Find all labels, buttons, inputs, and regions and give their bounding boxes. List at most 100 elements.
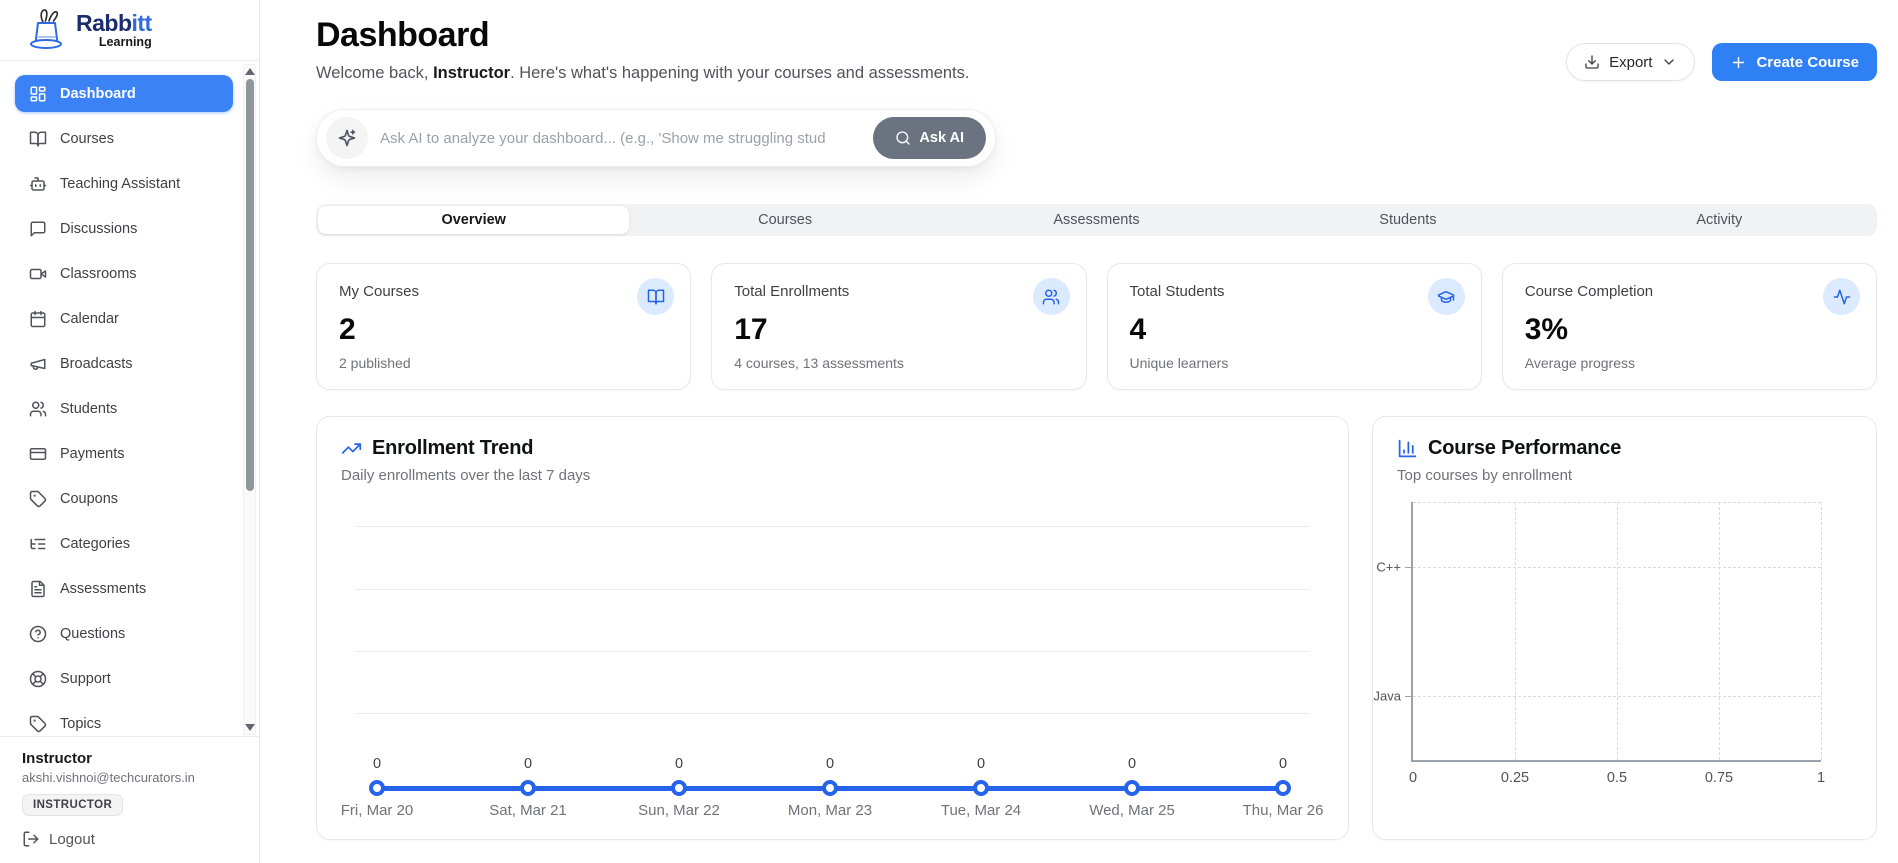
gridline-horizontal bbox=[1413, 502, 1821, 503]
gridline bbox=[355, 651, 1310, 652]
export-button[interactable]: Export bbox=[1566, 43, 1696, 81]
tab-courses[interactable]: Courses bbox=[629, 206, 940, 234]
brand-tagline: Learning bbox=[98, 35, 152, 50]
sidebar-item-coupons[interactable]: Coupons bbox=[15, 480, 233, 517]
trend-point-value: 0 bbox=[372, 756, 382, 772]
trend-x-label: Fri, Mar 20 bbox=[340, 802, 414, 819]
course-performance-header: Course Performance bbox=[1397, 437, 1852, 460]
trend-x-label: Mon, Mar 23 bbox=[787, 802, 873, 819]
enrollment-trend-plot: 0 Fri, Mar 20 0 Sat, Mar 21 0 Sun, Mar 22 0 Mon… bbox=[341, 494, 1324, 819]
trend-point-value: 0 bbox=[1278, 756, 1288, 772]
page-header-text: Dashboard Welcome back, Instructor. Here… bbox=[316, 16, 969, 83]
users-icon bbox=[1042, 289, 1060, 304]
tab-label: Overview bbox=[441, 212, 506, 228]
help-circle-icon bbox=[29, 625, 47, 642]
trend-x-label: Sat, Mar 21 bbox=[489, 802, 567, 819]
stat-subtitle: Average progress bbox=[1524, 355, 1635, 371]
sidebar-item-assessments[interactable]: Assessments bbox=[15, 570, 233, 607]
trend-point[interactable] bbox=[1124, 779, 1140, 796]
book-open-icon bbox=[647, 289, 664, 304]
trend-x-label: Tue, Mar 24 bbox=[940, 802, 1022, 819]
download-icon bbox=[1585, 55, 1599, 69]
welcome-suffix: . Here's what's happening with your cour… bbox=[510, 64, 970, 82]
stat-icon-circle bbox=[637, 278, 675, 315]
welcome-name: Instructor bbox=[433, 64, 511, 82]
logout-button[interactable]: Logout bbox=[22, 830, 239, 848]
search-icon bbox=[896, 131, 911, 145]
sidebar-item-dashboard[interactable]: Dashboard bbox=[15, 75, 233, 113]
tab-activity[interactable]: Activity bbox=[1564, 206, 1875, 234]
tab-students[interactable]: Students bbox=[1252, 206, 1563, 234]
sidebar-item-label: Topics bbox=[60, 715, 102, 732]
stat-value: 2 bbox=[339, 313, 356, 346]
stat-icon-circle bbox=[1032, 278, 1070, 315]
stat-card-total-enrollments: Total Enrollments 17 4 courses, 13 assessm… bbox=[711, 263, 1087, 390]
trending-up-icon bbox=[341, 443, 362, 454]
header-actions: Export Create Course bbox=[1566, 43, 1877, 81]
sidebar-item-label: Classrooms bbox=[60, 265, 137, 282]
sidebar-item-classrooms[interactable]: Classrooms bbox=[15, 255, 233, 292]
stat-value: 4 bbox=[1129, 313, 1147, 346]
main-content: Dashboard Welcome back, Instructor. Here… bbox=[260, 0, 1898, 863]
credit-card-icon bbox=[29, 447, 47, 460]
sidebar-item-label: Students bbox=[60, 400, 118, 417]
tab-overview[interactable]: Overview bbox=[318, 206, 630, 234]
trend-point-value: 0 bbox=[674, 756, 684, 772]
stat-value: 17 bbox=[734, 313, 768, 346]
sparkles-icon bbox=[338, 129, 356, 147]
scrollbar-up-arrow-icon[interactable] bbox=[245, 68, 255, 75]
sidebar-item-broadcasts[interactable]: Broadcasts bbox=[15, 345, 233, 382]
tab-label: Assessments bbox=[1053, 212, 1140, 228]
sidebar-item-questions[interactable]: Questions bbox=[15, 615, 233, 652]
sidebar-item-support[interactable]: Support bbox=[15, 660, 233, 697]
user-panel: Instructor akshi.vishnoi@techcurators.in… bbox=[0, 736, 259, 863]
trend-point[interactable] bbox=[973, 779, 989, 796]
y-axis-tick bbox=[1405, 566, 1413, 568]
plus-icon bbox=[1730, 54, 1747, 71]
sidebar-item-calendar[interactable]: Calendar bbox=[15, 300, 233, 337]
activity-icon bbox=[1833, 289, 1850, 304]
stat-subtitle: Unique learners bbox=[1129, 355, 1229, 371]
scrollbar-down-arrow-icon[interactable] bbox=[245, 724, 255, 731]
tab-label: Activity bbox=[1696, 212, 1743, 228]
ask-ai-input[interactable] bbox=[368, 129, 874, 147]
x-axis-label: 0.5 bbox=[1606, 770, 1628, 786]
enrollment-trend-header: Enrollment Trend bbox=[341, 437, 1324, 460]
trend-point[interactable] bbox=[1275, 779, 1291, 796]
stat-title: Total Students bbox=[1129, 283, 1225, 300]
gridline bbox=[355, 526, 1310, 527]
stat-title: Course Completion bbox=[1524, 283, 1654, 300]
users-icon bbox=[29, 401, 47, 417]
trend-point[interactable] bbox=[369, 779, 385, 796]
trend-point-value: 0 bbox=[825, 756, 835, 772]
create-course-button[interactable]: Create Course bbox=[1712, 43, 1877, 81]
trend-point[interactable] bbox=[671, 779, 687, 796]
sidebar-item-teaching-assistant[interactable]: Teaching Assistant bbox=[15, 165, 233, 202]
charts-row: Enrollment Trend Daily enrollments over … bbox=[316, 416, 1877, 840]
trend-point[interactable] bbox=[822, 779, 838, 796]
stat-title: Total Enrollments bbox=[734, 283, 850, 300]
stats-row: My Courses 2 2 published Total Enrollments 1… bbox=[316, 263, 1877, 390]
tag-icon bbox=[29, 490, 47, 507]
sidebar-item-label: Payments bbox=[60, 445, 125, 462]
tab-assessments[interactable]: Assessments bbox=[941, 206, 1252, 234]
stat-card-my-courses: My Courses 2 2 published bbox=[316, 263, 692, 390]
ask-ai-button[interactable]: Ask AI bbox=[873, 117, 986, 159]
sidebar-item-categories[interactable]: Categories bbox=[15, 525, 233, 562]
trend-point[interactable] bbox=[520, 779, 536, 796]
sidebar-item-students[interactable]: Students bbox=[15, 390, 233, 427]
sidebar-item-payments[interactable]: Payments bbox=[15, 435, 233, 472]
sidebar: Rabbitt Learning Dashboard Courses Teachin… bbox=[0, 0, 260, 863]
export-label: Export bbox=[1609, 53, 1653, 71]
brand-logo[interactable]: Rabbitt Learning bbox=[0, 0, 259, 62]
sidebar-item-topics[interactable]: Topics bbox=[15, 705, 233, 736]
scrollbar-thumb[interactable] bbox=[245, 79, 254, 491]
x-axis-label: 1 bbox=[1816, 770, 1826, 786]
sidebar-item-discussions[interactable]: Discussions bbox=[15, 210, 233, 247]
sidebar-scrollbar[interactable] bbox=[243, 64, 256, 735]
sparkles-icon bbox=[337, 128, 357, 148]
gridline-horizontal bbox=[1413, 695, 1821, 697]
welcome-text: Welcome back, Instructor. Here's what's … bbox=[316, 64, 969, 83]
sidebar-item-courses[interactable]: Courses bbox=[15, 120, 233, 157]
